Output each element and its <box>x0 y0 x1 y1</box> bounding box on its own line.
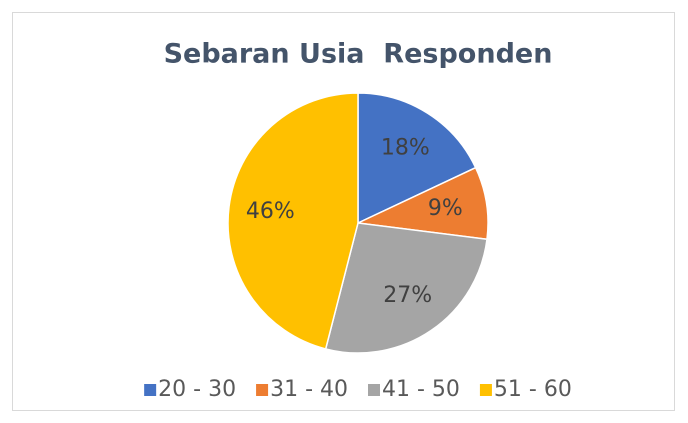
legend-swatch <box>144 384 157 396</box>
pie-slice <box>357 92 477 225</box>
pie-slice <box>227 92 359 350</box>
legend-swatch <box>479 384 492 396</box>
data-label: 18% <box>381 135 430 160</box>
legend-swatch <box>368 384 380 396</box>
data-label: 46% <box>246 199 295 224</box>
legend-swatch <box>256 384 269 396</box>
legend-label: 31 - 40 <box>270 377 348 402</box>
legend-label: 41 - 50 <box>382 377 460 402</box>
legend-label: 51 - 60 <box>494 377 572 402</box>
pie-slice <box>324 222 488 354</box>
data-label: 27% <box>383 283 432 308</box>
chart-title: Sebaran Usia Responden <box>164 39 553 70</box>
data-label: 9% <box>428 196 463 221</box>
legend-label: 20 - 30 <box>158 377 236 402</box>
